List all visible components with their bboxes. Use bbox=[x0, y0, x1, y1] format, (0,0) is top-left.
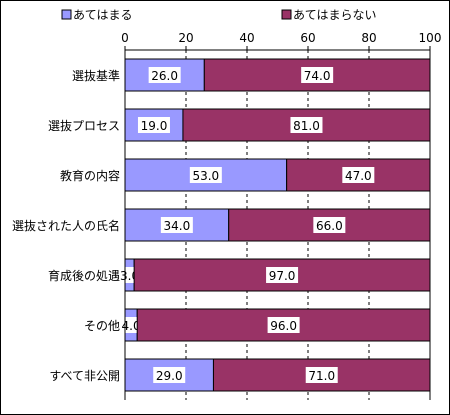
x-tick-label: 60 bbox=[300, 31, 315, 45]
data-label-background bbox=[148, 67, 181, 83]
legend-swatch bbox=[281, 9, 292, 20]
data-label: 81.0 bbox=[293, 119, 320, 133]
data-label-background bbox=[342, 167, 375, 183]
legend: あてはまる あてはまらない bbox=[61, 8, 377, 22]
category-label: 教育の内容 bbox=[60, 168, 120, 183]
data-label-background bbox=[153, 367, 186, 383]
x-tick-label: 40 bbox=[239, 31, 254, 45]
data-label: 26.0 bbox=[151, 69, 178, 83]
x-axis: 0 20 40 60 80 100 bbox=[121, 31, 441, 400]
bar-segment bbox=[182, 108, 431, 142]
data-label-background bbox=[189, 167, 222, 183]
x-tick-label: 80 bbox=[361, 31, 376, 45]
x-tick-label: 20 bbox=[178, 31, 193, 45]
data-label: 96.0 bbox=[270, 319, 297, 333]
bars: 26.0 74.019.0 81.053.0 47.034.0 66.03.0 97.04… bbox=[117, 58, 431, 392]
data-label-background bbox=[313, 217, 346, 233]
data-label: 74.0 bbox=[304, 69, 331, 83]
data-label: 19.0 bbox=[141, 119, 168, 133]
data-label-background bbox=[305, 367, 338, 383]
data-label: 71.0 bbox=[308, 369, 335, 383]
category-label: 育成後の処遇 bbox=[48, 268, 120, 283]
category-label: すべて非公開 bbox=[49, 369, 120, 383]
legend-label: あてはまる bbox=[73, 8, 133, 22]
data-label: 29.0 bbox=[156, 369, 183, 383]
category-label: 選抜された人の氏名 bbox=[12, 218, 120, 233]
legend-swatch bbox=[61, 9, 72, 20]
x-tick-label: 100 bbox=[419, 31, 442, 45]
data-label: 97.0 bbox=[269, 269, 296, 283]
x-tick-label: 0 bbox=[121, 31, 129, 45]
data-label: 34.0 bbox=[163, 219, 190, 233]
data-label: 47.0 bbox=[345, 169, 372, 183]
data-label-background bbox=[266, 267, 299, 283]
data-label-background bbox=[137, 117, 170, 133]
data-label-background bbox=[290, 117, 323, 133]
data-label: 4.0 bbox=[122, 319, 141, 333]
data-label-background bbox=[301, 67, 334, 83]
data-label: 53.0 bbox=[192, 169, 219, 183]
category-label: 選抜プロセス bbox=[48, 119, 120, 133]
data-label: 66.0 bbox=[316, 219, 343, 233]
category-label: その他 bbox=[84, 319, 120, 333]
legend-label: あてはまらない bbox=[293, 8, 377, 22]
data-label-background bbox=[267, 317, 300, 333]
data-label-background bbox=[160, 217, 193, 233]
category-label: 選抜基準 bbox=[72, 68, 120, 83]
